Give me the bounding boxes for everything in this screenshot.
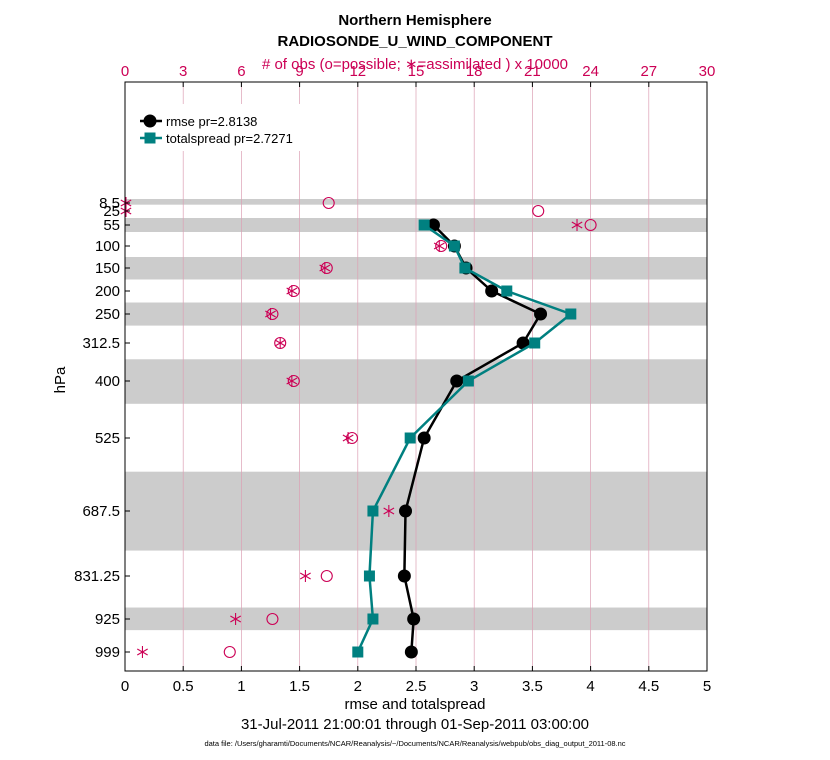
series-1-point-9	[363, 570, 375, 582]
x-tick-label-6: 3	[470, 678, 478, 695]
obs-assimilated-12	[230, 613, 242, 625]
y-tick-label-5: 200	[95, 283, 120, 300]
series-line-1	[356, 223, 574, 653]
obs-possible-10	[320, 569, 333, 583]
series-1-point-4	[565, 308, 577, 320]
series-1-point-2	[459, 262, 471, 274]
x-tick-label-10: 5	[703, 678, 711, 695]
series-0-point-8	[399, 504, 413, 518]
y-tick-label-3: 100	[95, 238, 120, 255]
y-tick-label-13: 999	[95, 644, 120, 661]
top-tick-label-3: 9	[295, 63, 303, 80]
y-tick-label-7: 312.5	[82, 335, 120, 352]
top-tick-label-2: 6	[237, 63, 245, 80]
obs-counts	[120, 196, 597, 659]
chart-title: Northern Hemisphere	[338, 12, 491, 29]
obs-assimilated-2	[571, 219, 583, 231]
series-0-point-9	[397, 569, 411, 583]
obs-possible-9	[345, 431, 359, 445]
obs-possible-12	[223, 645, 236, 659]
top-tick-label-5: 15	[408, 63, 425, 80]
series-1-point-1	[448, 240, 460, 252]
obs-possible-3	[435, 239, 448, 253]
legend: rmse pr=2.8138 totalspread pr=2.7271	[132, 104, 322, 151]
y-axis-label: hPa	[52, 366, 69, 393]
obs-assimilated-13	[136, 646, 148, 658]
obs-possible-6	[266, 307, 279, 321]
x-tick-label-1: 0.5	[173, 678, 194, 695]
chart-subtitle: RADIOSONDE_U_WIND_COMPONENT	[277, 33, 552, 50]
top-tick-label-6: 18	[466, 63, 483, 80]
x-tick-label-4: 2	[354, 678, 362, 695]
series	[352, 218, 577, 659]
top-tick-label-4: 12	[349, 63, 366, 80]
obs-assimilated-8	[286, 375, 298, 387]
y-tick-label-8: 400	[95, 373, 120, 390]
legend-marker-totalspread	[144, 132, 156, 144]
top-tick-label-9: 27	[640, 63, 657, 80]
legend-box	[132, 104, 322, 151]
x-tick-label-9: 4.5	[638, 678, 659, 695]
obs-assimilated-10	[383, 505, 395, 517]
series-1-point-10	[367, 613, 379, 625]
obs-possible-2	[584, 218, 597, 232]
top-tick-label-10: 30	[699, 63, 716, 80]
obs-assimilated-5	[286, 285, 298, 297]
top-tick-label-7: 21	[524, 63, 541, 80]
series-1-point-5	[529, 337, 541, 349]
series-1-point-8	[367, 505, 379, 517]
series-1-point-6	[462, 375, 474, 387]
series-0-point-5	[516, 336, 530, 350]
y-tick-label-9: 525	[95, 430, 120, 447]
date-range: 31-Jul-2011 21:00:01 through 01-Sep-2011…	[241, 716, 589, 733]
x-tick-label-8: 4	[586, 678, 594, 695]
y-tick-label-2: 55	[103, 217, 120, 234]
top-tick-label-8: 24	[582, 63, 599, 80]
x-tick-label-2: 1	[237, 678, 245, 695]
series-0-point-6	[450, 374, 464, 388]
series-0-point-3	[485, 284, 499, 298]
legend-marker-rmse	[143, 114, 157, 128]
y-tick-label-6: 250	[95, 306, 120, 323]
y-tick-label-11: 831.25	[74, 568, 120, 585]
top-axis-label: # of obs (o=possible; ∗=assimilated ) x …	[262, 56, 568, 73]
series-0-point-10	[407, 612, 421, 626]
y-tick-label-1: 25	[103, 203, 120, 220]
series-1-point-11	[352, 646, 364, 658]
obs-possible-4	[320, 261, 333, 275]
obs-possible-1	[532, 204, 545, 218]
obs-assimilated-3	[433, 240, 445, 252]
obs-assimilated-11	[299, 570, 311, 582]
obs-possible-5	[287, 284, 300, 298]
series-1-point-7	[404, 432, 416, 444]
series-1-point-0	[418, 219, 430, 231]
data-file-note: data file: /Users/gharamti/Documents/NCA…	[204, 739, 625, 748]
legend-label-rmse: rmse pr=2.8138	[166, 114, 257, 129]
obs-assimilated-9	[342, 432, 354, 444]
series-0-point-4	[534, 307, 548, 321]
x-tick-label-5: 2.5	[406, 678, 427, 695]
y-tick-label-4: 150	[95, 260, 120, 277]
top-tick-label-1: 3	[179, 63, 187, 80]
top-tick-label-0: 0	[121, 63, 129, 80]
obs-possible-8	[287, 374, 300, 388]
x-tick-label-0: 0	[121, 678, 129, 695]
ticks: 0 0.5 1 1.5 2 2.5 3 3.5 4 4.5 5 0 3 6 9 12 15 18 21 24 27 30 8…	[74, 63, 715, 695]
legend-label-totalspread: totalspread pr=2.7271	[166, 131, 293, 146]
obs-assimilated-4	[319, 262, 331, 274]
obs-possible-11	[266, 612, 279, 626]
x-tick-label-7: 3.5	[522, 678, 543, 695]
series-1-point-3	[501, 285, 513, 297]
y-tick-label-10: 687.5	[82, 503, 120, 520]
obs-assimilated-7	[274, 337, 286, 349]
obs-assimilated-6	[265, 308, 276, 320]
y-tick-label-12: 925	[95, 611, 120, 628]
obs-possible-0	[322, 196, 335, 210]
y-tick-label-0: 8.5	[99, 195, 120, 212]
x-axis-label: rmse and totalspread	[345, 696, 486, 713]
x-tick-label-3: 1.5	[289, 678, 310, 695]
series-0-point-7	[417, 431, 431, 445]
series-0-point-11	[404, 645, 418, 659]
